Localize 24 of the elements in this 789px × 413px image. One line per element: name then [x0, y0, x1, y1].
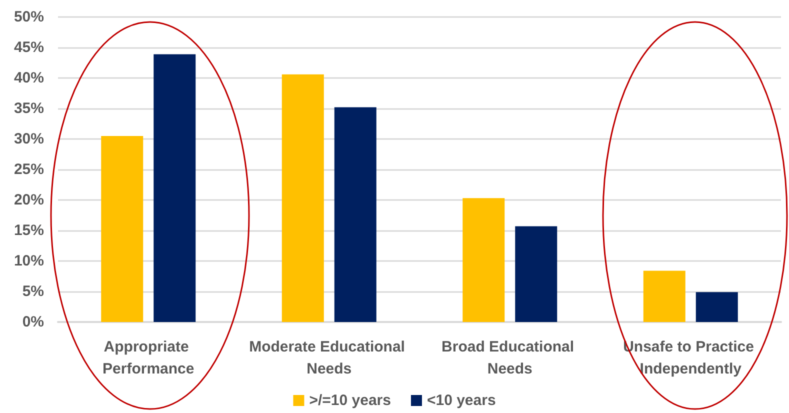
x-tick-label: Broad Educational Needs [442, 338, 578, 378]
legend-label: <10 years [426, 392, 496, 409]
y-tick-label: 45% [14, 39, 44, 56]
y-tick-label: 30% [14, 130, 44, 148]
y-tick-label: 10% [14, 252, 44, 270]
y-tick-label: 15% [14, 222, 44, 239]
bar [154, 54, 196, 322]
bar [462, 198, 505, 322]
x-tick-label: Appropriate Performance [102, 338, 194, 378]
bar [101, 136, 144, 322]
y-tick-label: 5% [22, 283, 44, 300]
legend-label: >/=10 years [309, 392, 391, 409]
y-tick-label: 20% [14, 192, 44, 208]
bar [643, 270, 686, 322]
bar [334, 107, 376, 322]
y-tick-label: 35% [14, 100, 44, 117]
x-tick-label: Moderate Educational Needs [249, 338, 410, 378]
bar [515, 226, 558, 322]
bar [282, 74, 324, 322]
y-tick-label: 40% [14, 70, 44, 86]
y-tick-label: 0% [22, 314, 44, 330]
y-tick-label: 25% [14, 161, 44, 178]
bar [696, 292, 738, 322]
y-tick-label: 50% [14, 8, 44, 26]
